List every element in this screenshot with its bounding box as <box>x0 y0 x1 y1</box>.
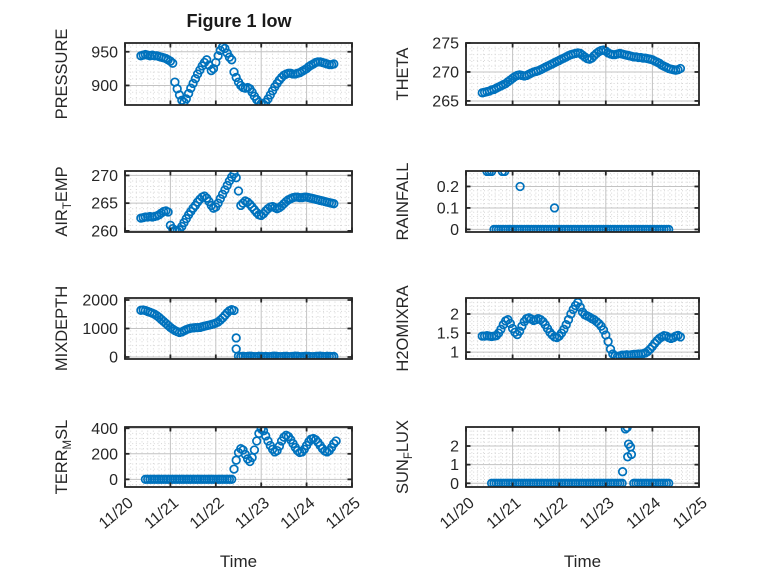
y-tick-label: 2 <box>450 439 459 456</box>
y-tick-label: 400 <box>91 421 118 438</box>
subplot-sun-flux: 0 12 SUNFLUX 11/20 11/21 11/22 11/23 11/24 11/25… <box>394 420 711 571</box>
minor-grid <box>125 171 352 232</box>
minor-grid <box>466 298 699 359</box>
x-tick-label: 11/20 <box>96 494 137 532</box>
series-h2omixra-markers <box>477 298 686 359</box>
x-tick-label: 11/25 <box>323 494 364 532</box>
ylabel-air-temp: AIRTEMP <box>53 166 74 236</box>
y-tick-labels: 11.52 <box>437 307 459 362</box>
y-tick-label: 900 <box>91 78 118 95</box>
x-tick-label: 11/24 <box>278 494 319 532</box>
y-tick-label: 0.2 <box>437 179 459 196</box>
y-tick-label: 1 <box>450 345 459 362</box>
tick-marks <box>465 171 700 232</box>
y-tick-labels: 900 950 <box>91 44 118 95</box>
x-tick-labels: 11/20 11/21 11/22 11/23 11/24 11/25 <box>437 494 711 532</box>
tick-marks <box>465 427 700 487</box>
series-theta-markers <box>477 45 686 98</box>
y-tick-label: 270 <box>432 64 459 81</box>
major-grid <box>466 298 699 359</box>
x-tick-label: 11/23 <box>577 494 618 532</box>
x-tick-label: 11/21 <box>141 494 182 532</box>
y-tick-label: 270 <box>91 168 118 185</box>
y-tick-label: 265 <box>432 93 459 110</box>
subplot-pressure: 900 950 PRESSURE <box>53 29 353 120</box>
y-tick-labels: 265 270 275 <box>432 36 459 111</box>
y-tick-label: 950 <box>91 44 118 61</box>
minor-grid <box>125 298 352 359</box>
y-tick-label: 2000 <box>82 292 118 309</box>
series-mixdepth-markers <box>136 305 339 359</box>
series-rainfall-markers <box>482 171 674 232</box>
major-grid <box>466 43 699 105</box>
tick-marks <box>124 171 353 232</box>
subplot-terr-msl: 0 200 400 TERRMSL 11/20 11/21 11/22 11/23 11/24 1… <box>53 420 364 571</box>
tick-marks <box>124 298 353 359</box>
x-tick-label: 11/20 <box>437 494 478 532</box>
x-tick-label: 11/22 <box>187 494 228 532</box>
tick-marks <box>124 427 353 487</box>
x-tick-label: 11/25 <box>670 494 711 532</box>
y-tick-label: 260 <box>91 223 118 240</box>
ylabel-rainfall: RAINFALL <box>394 163 412 241</box>
series-air-temp-markers <box>136 171 339 232</box>
y-tick-label: 2 <box>450 307 459 324</box>
y-tick-labels: 0 0.1 0.2 <box>437 179 459 239</box>
y-tick-label: 1.5 <box>437 326 459 343</box>
x-tick-labels: 11/20 11/21 11/22 11/23 11/24 11/25 <box>96 494 364 532</box>
y-tick-label: 0 <box>109 350 118 367</box>
y-tick-label: 275 <box>432 36 459 53</box>
subplot-rainfall: 0 0.1 0.2 RAINFALL <box>394 163 700 241</box>
x-tick-label: 11/24 <box>623 494 664 532</box>
subplot-air-temp: 260 265 270 AIRTEMP <box>53 166 353 240</box>
ylabel-theta: THETA <box>394 48 412 101</box>
subplot-theta: 265 270 275 THETA <box>394 36 700 111</box>
ylabel-pressure: PRESSURE <box>53 29 71 120</box>
tick-marks <box>465 298 700 359</box>
y-tick-label: 1000 <box>82 321 118 338</box>
y-tick-labels: 0 200 400 <box>91 421 118 489</box>
x-axis-label: Time <box>220 552 257 571</box>
y-tick-label: 1 <box>450 457 459 474</box>
y-tick-labels: 0 12 <box>450 439 459 493</box>
subplot-mixdepth: 0 1000 2000 MIXDEPTH <box>53 286 353 371</box>
x-tick-label: 11/22 <box>530 494 571 532</box>
y-tick-labels: 260 265 270 <box>91 168 118 240</box>
tick-marks <box>124 43 353 105</box>
y-tick-label: 265 <box>91 196 118 213</box>
series-sun-flux-markers <box>486 427 674 487</box>
y-tick-labels: 0 1000 2000 <box>82 292 118 366</box>
chart-root: 900 950 PRESSURE 265 270 275 THETA 260 265 270 AIR… <box>53 29 711 571</box>
series-terr-msl-markers <box>140 427 341 484</box>
series-pressure-markers <box>136 43 339 105</box>
ylabel-mixdepth: MIXDEPTH <box>53 286 71 371</box>
ylabel-h2omixra: H2OMIXRA <box>394 285 412 371</box>
y-tick-label: 0 <box>450 476 459 493</box>
y-tick-label: 0 <box>109 472 118 489</box>
major-grid <box>466 171 699 232</box>
x-axis-label: Time <box>564 552 601 571</box>
y-tick-label: 200 <box>91 446 118 463</box>
y-tick-label: 0 <box>450 222 459 239</box>
figure-title: Figure 1 low <box>186 11 292 31</box>
x-tick-label: 11/23 <box>232 494 273 532</box>
tick-marks <box>465 42 700 105</box>
ylabel-terr-msl: TERRMSL <box>53 420 74 495</box>
x-tick-label: 11/21 <box>484 494 525 532</box>
minor-grid <box>466 171 699 232</box>
y-tick-label: 0.1 <box>437 200 459 217</box>
ylabel-sun-flux: SUNFLUX <box>394 420 415 494</box>
